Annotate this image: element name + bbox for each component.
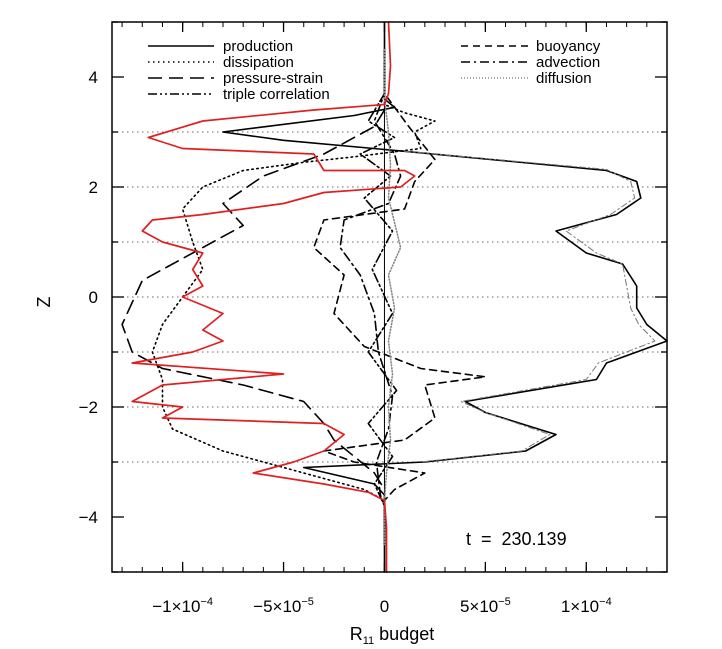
series-line-dissipation: [151, 76, 436, 518]
series-line-buoyancy: [313, 48, 487, 546]
x-tick-label: 1×10−4: [561, 596, 612, 616]
y-tick-label: −4: [79, 508, 98, 527]
x-tick-label: −1×10−4: [152, 596, 213, 616]
y-tick-label: 0: [89, 288, 98, 307]
x-axis-title-subscript: 11: [363, 635, 374, 647]
legend-label: triple correlation: [223, 86, 330, 103]
x-tick-label: −5×10−5: [253, 596, 314, 616]
series-line-diffusion: [383, 48, 402, 546]
legend-label: production: [223, 38, 293, 55]
series-line-unlabeled: [404, 150, 656, 463]
series-line-advection: [339, 48, 402, 546]
axis-ticks: [112, 21, 668, 573]
series-line-pressure-strain: [121, 109, 386, 491]
legend-label: diffusion: [536, 70, 592, 87]
y-tick-label: −2: [79, 398, 98, 417]
series-line-triple-correlation: [359, 48, 398, 546]
y-tick-label: 4: [89, 68, 98, 87]
legend-label: advection: [536, 54, 600, 71]
tick-labels: −1×10−4 −5×10−5 0 5×10−5 1×10−4 −4 −2 0 2 4: [79, 68, 612, 616]
legend-label: pressure-strain: [223, 70, 323, 87]
x-axis-title-suffix: budget: [374, 624, 434, 644]
x-tick-label: 5×10−5: [460, 596, 511, 616]
time-annotation: t = 230.139: [466, 529, 567, 549]
legend-label: buoyancy: [536, 38, 601, 55]
y-tick-label: 2: [89, 178, 98, 197]
series-line-production: [222, 21, 668, 573]
plot-frame: [111, 21, 668, 573]
x-axis-title: R11 budget: [350, 624, 434, 647]
legend-label: dissipation: [223, 54, 294, 71]
x-axis-title-main: R: [350, 624, 363, 644]
legend: productiondissipationpressure-straintrip…: [148, 38, 601, 103]
y-axis-title: Z: [34, 297, 54, 308]
x-tick-label: 0: [380, 597, 389, 616]
series-lines: [121, 21, 668, 573]
series-line-unlabeled: [131, 21, 416, 573]
